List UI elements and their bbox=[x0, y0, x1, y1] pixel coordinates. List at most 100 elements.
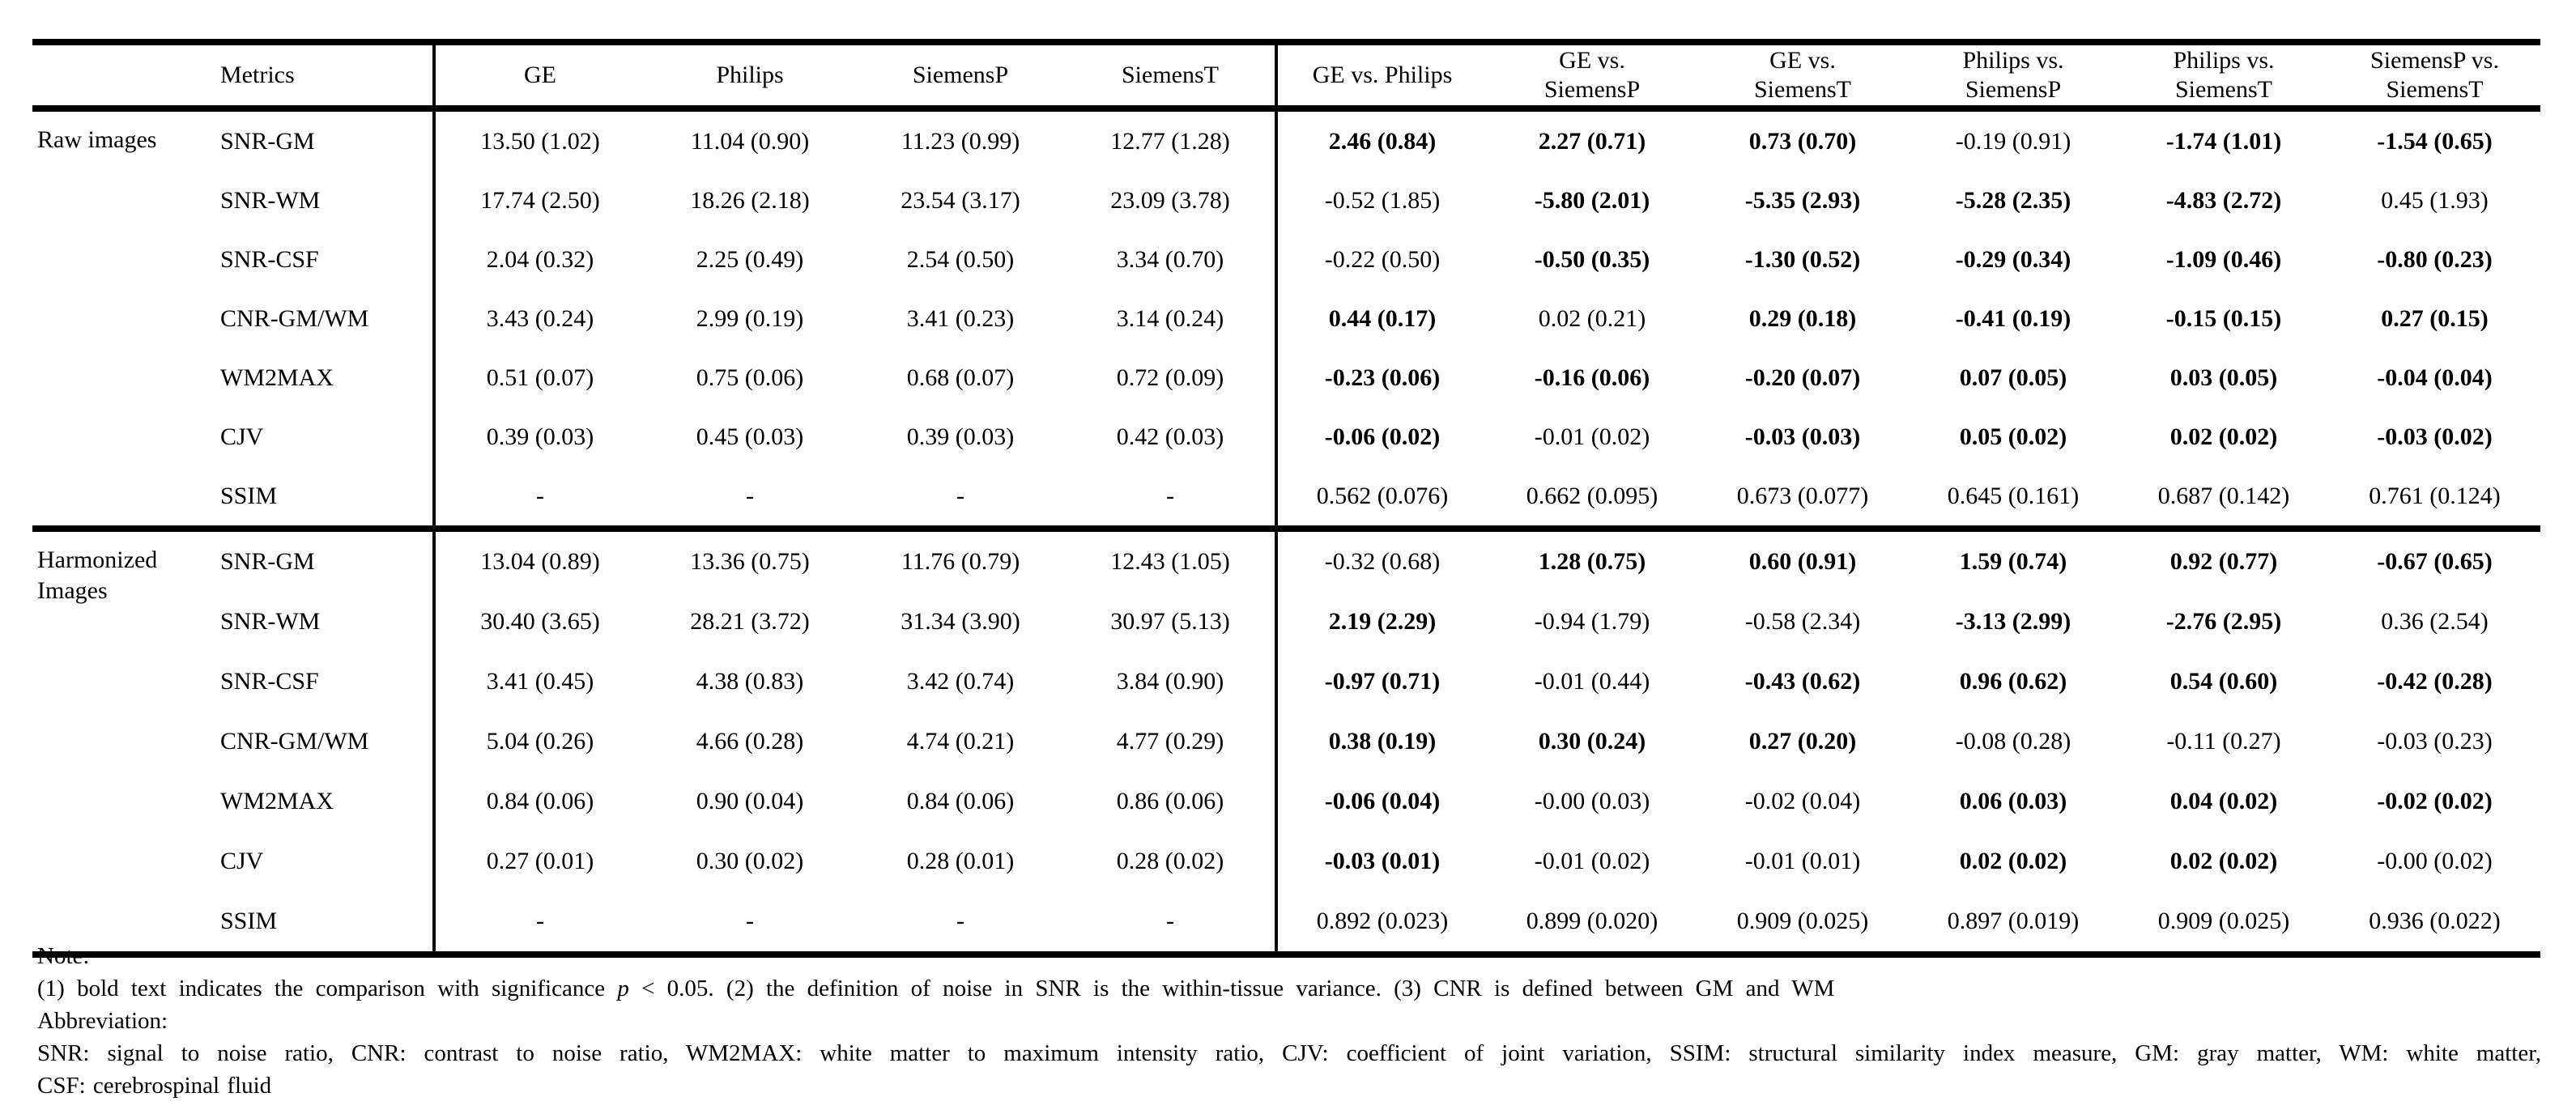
scanner-value-cell: 0.84 (0.06) bbox=[906, 788, 1015, 814]
comparison-value-cell: 0.673 (0.077) bbox=[1736, 482, 1869, 509]
scanner-value-cell: 0.75 (0.06) bbox=[696, 364, 804, 391]
metric-label-cell: SNR-GM bbox=[219, 525, 436, 592]
metric-label-cell: SSIM bbox=[219, 466, 436, 529]
metrics-table-container: Metrics GE Philips SiemensP SiemensT GE vs. … bbox=[32, 39, 2540, 958]
comparison-value-cell: 0.02 (0.02) bbox=[2169, 423, 2278, 450]
scanner-value-cell: 12.43 (1.05) bbox=[1066, 525, 1278, 592]
abbreviation-line-2: CSF: cerebrospinal fluid bbox=[37, 1073, 272, 1099]
comparison-value-cell: 0.687 (0.142) bbox=[2157, 482, 2290, 509]
comparison-value-cell: -0.06 (0.02) bbox=[1324, 423, 1441, 450]
comparison-value-cell: -0.06 (0.04) bbox=[1324, 788, 1441, 814]
comparison-value-cell: 0.07 (0.05) bbox=[1959, 364, 2067, 391]
table-row: WM2MAX 0.51 (0.07) 0.75 (0.06) 0.68 (0.07) 0… bbox=[32, 348, 2540, 407]
metric-label-cell: WM2MAX bbox=[219, 348, 436, 407]
table-row: SNR-CSF 3.41 (0.45) 4.38 (0.83) 3.42 (0.74)… bbox=[32, 652, 2540, 712]
comparison-value-cell: 0.92 (0.77) bbox=[2118, 525, 2329, 592]
row-group-label: Harmonized Images bbox=[32, 525, 219, 955]
note-label: Note: bbox=[37, 943, 90, 969]
comparison-value-cell: -0.29 (0.34) bbox=[1955, 245, 2071, 273]
scanner-value-cell: 4.74 (0.21) bbox=[906, 728, 1015, 755]
scanner-value-cell: 0.51 (0.07) bbox=[486, 364, 594, 391]
comparison-value-cell: -0.08 (0.28) bbox=[1955, 728, 2071, 755]
note-body-pre: (1) bold text indicates the comparison w… bbox=[37, 976, 618, 1001]
note-body-post: < 0.05. (2) the definition of noise in S… bbox=[628, 976, 1835, 1001]
comparison-value-cell: 0.06 (0.03) bbox=[1959, 788, 2067, 814]
corner-cell bbox=[32, 42, 219, 112]
note-body-italic-p: p bbox=[617, 976, 629, 1001]
comparison-value-cell: -0.11 (0.27) bbox=[2166, 728, 2281, 755]
comparison-column-header: GE vs. SiemensP bbox=[1487, 42, 1697, 112]
comparison-value-cell: -1.54 (0.65) bbox=[2377, 127, 2493, 155]
comparison-value-cell: 0.73 (0.70) bbox=[1748, 127, 1857, 155]
table-body: Raw images SNR-GM 13.50 (1.02) 11.04 (0.90)… bbox=[32, 108, 2540, 955]
scanner-value-cell: 4.66 (0.28) bbox=[696, 728, 804, 755]
table-row: CNR-GM/WM 3.43 (0.24) 2.99 (0.19) 3.41 (0.2… bbox=[32, 289, 2540, 348]
comparison-value-cell: 1.59 (0.74) bbox=[1908, 525, 2118, 592]
table-row: SNR-WM 30.40 (3.65) 28.21 (3.72) 31.34 (3.9… bbox=[32, 592, 2540, 652]
metric-label-cell: WM2MAX bbox=[219, 772, 436, 831]
metric-label-cell: SNR-CSF bbox=[219, 230, 436, 289]
scanner-value-cell: - bbox=[956, 908, 964, 934]
scanner-value-cell: 23.09 (3.78) bbox=[1066, 171, 1278, 230]
metric-label-cell: SNR-WM bbox=[219, 592, 436, 652]
comparison-value-cell: -0.67 (0.65) bbox=[2329, 525, 2540, 592]
comparison-value-cell: 0.897 (0.019) bbox=[1947, 908, 2080, 934]
comparison-value-cell: -0.01 (0.44) bbox=[1534, 668, 1650, 695]
scanner-value-cell: 2.99 (0.19) bbox=[696, 304, 804, 332]
scanner-value-cell: 3.43 (0.24) bbox=[486, 304, 594, 332]
comparison-value-cell: 0.909 (0.025) bbox=[1736, 908, 1869, 934]
header-row: Metrics GE Philips SiemensP SiemensT GE vs. … bbox=[32, 42, 2540, 112]
scanner-value-cell: 13.04 (0.89) bbox=[434, 525, 645, 592]
scanner-column-header: Philips bbox=[645, 42, 855, 112]
comparison-value-cell: 2.46 (0.84) bbox=[1328, 127, 1437, 155]
scanner-column-header: SiemensT bbox=[1066, 42, 1278, 112]
abbreviation-label: Abbreviation: bbox=[37, 1008, 168, 1034]
comparison-value-cell: 0.45 (1.93) bbox=[2381, 186, 2489, 214]
comparison-value-cell: 0.909 (0.025) bbox=[2157, 908, 2290, 934]
comparison-value-cell: -0.00 (0.02) bbox=[2377, 848, 2493, 874]
metric-label-cell: CNR-GM/WM bbox=[219, 712, 436, 772]
comparison-value-cell: -0.32 (0.68) bbox=[1276, 525, 1487, 592]
comparison-column-header: GE vs. SiemensT bbox=[1697, 42, 1908, 112]
comparison-value-cell: -2.76 (2.95) bbox=[2165, 608, 2282, 635]
scanner-value-cell: 28.21 (3.72) bbox=[690, 608, 810, 635]
scanner-value-cell: 0.86 (0.06) bbox=[1066, 772, 1278, 831]
scanner-value-cell: - bbox=[746, 482, 754, 509]
metric-label-cell: SNR-WM bbox=[219, 171, 436, 230]
scanner-value-cell: 18.26 (2.18) bbox=[690, 186, 810, 214]
scanner-value-cell: 0.84 (0.06) bbox=[486, 788, 594, 814]
scanner-value-cell: - bbox=[1066, 466, 1278, 529]
scanner-value-cell: 5.04 (0.26) bbox=[486, 728, 594, 755]
scanner-value-cell: 11.04 (0.90) bbox=[690, 127, 810, 155]
comparison-value-cell: -0.94 (1.79) bbox=[1534, 608, 1650, 635]
comparison-value-cell: -0.50 (0.35) bbox=[1534, 245, 1650, 273]
comparison-value-cell: -0.01 (0.01) bbox=[1744, 848, 1861, 874]
scanner-value-cell: 0.30 (0.02) bbox=[696, 848, 804, 874]
metric-label-cell: CNR-GM/WM bbox=[219, 289, 436, 348]
table-row: Harmonized Images SNR-GM 13.04 (0.89) 13.36… bbox=[32, 525, 2540, 955]
scanner-value-cell: 2.04 (0.32) bbox=[486, 245, 594, 273]
comparison-value-cell: -5.35 (2.93) bbox=[1744, 186, 1861, 214]
row-group-label: Raw images bbox=[37, 126, 157, 153]
table-notes: Note: (1) bold text indicates the compar… bbox=[37, 940, 2541, 1102]
comparison-value-cell: 2.19 (2.29) bbox=[1328, 608, 1437, 635]
scanner-value-cell: 31.34 (3.90) bbox=[901, 608, 1020, 635]
scanner-value-cell: - bbox=[536, 908, 544, 934]
scanner-value-cell: 0.42 (0.03) bbox=[1066, 407, 1278, 466]
comparison-value-cell: 0.05 (0.02) bbox=[1959, 423, 2067, 450]
comparison-value-cell: 1.28 (0.75) bbox=[1487, 525, 1697, 592]
scanner-value-cell: - bbox=[746, 908, 754, 934]
comparison-value-cell: 0.645 (0.161) bbox=[1947, 482, 2080, 509]
table-row: CJV 0.27 (0.01) 0.30 (0.02) 0.28 (0.01) 0.28… bbox=[32, 831, 2540, 891]
comparison-value-cell: -0.03 (0.01) bbox=[1324, 848, 1441, 874]
comparison-value-cell: -0.42 (0.28) bbox=[2377, 668, 2493, 695]
comparison-value-cell: -0.58 (2.34) bbox=[1744, 608, 1861, 635]
comparison-value-cell: -0.00 (0.03) bbox=[1534, 788, 1650, 814]
comparison-value-cell: 0.936 (0.022) bbox=[2369, 908, 2501, 934]
comparison-value-cell: 0.03 (0.05) bbox=[2169, 364, 2278, 391]
scanner-value-cell: 13.36 (0.75) bbox=[645, 525, 855, 592]
comparison-value-cell: -0.19 (0.91) bbox=[1955, 127, 2071, 155]
scanner-value-cell: 0.39 (0.03) bbox=[486, 423, 594, 450]
table-row: SNR-CSF 2.04 (0.32) 2.25 (0.49) 2.54 (0.50)… bbox=[32, 230, 2540, 289]
table-row: SSIM - - - - 0.562 (0.076) 0.662 (0.095) 0.673 … bbox=[32, 466, 2540, 529]
